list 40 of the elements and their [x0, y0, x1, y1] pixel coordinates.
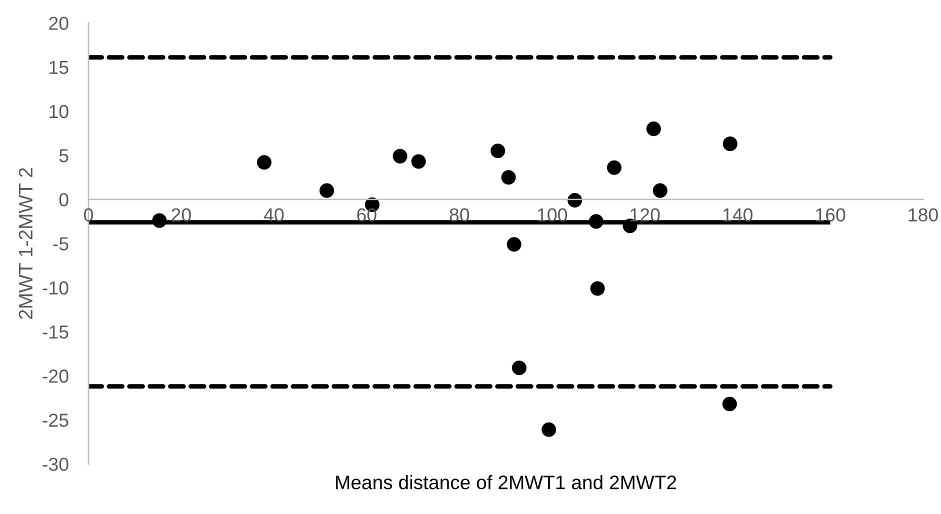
- point: [722, 396, 737, 412]
- point: [320, 183, 334, 198]
- point: [722, 136, 738, 152]
- x-tick-label: 80: [450, 208, 470, 222]
- x-tick-label: 180: [908, 208, 938, 222]
- x-tick-label: 160: [816, 208, 846, 222]
- point: [606, 160, 622, 175]
- x-tick-label: 0: [84, 208, 93, 222]
- point: [411, 154, 426, 169]
- x-tick-label: 40: [264, 208, 284, 222]
- y-tick-label: 5: [59, 149, 68, 162]
- point: [490, 144, 506, 158]
- y-tick-label: 15: [50, 60, 68, 74]
- x-tick-label: 120: [630, 208, 660, 222]
- point: [501, 170, 516, 185]
- y-tick-label: -25: [42, 414, 68, 427]
- point: [512, 360, 526, 376]
- x-tick-label: 140: [723, 208, 752, 222]
- x-tick-label: 60: [357, 208, 376, 222]
- point: [646, 122, 661, 136]
- x-tick-label: 20: [172, 208, 191, 222]
- point: [542, 422, 556, 437]
- x-axis-title: Means distance of 2MWT1 and 2MWT2: [336, 475, 676, 490]
- point: [590, 281, 605, 296]
- y-tick-label: 10: [50, 104, 68, 118]
- y-tick-label: -15: [42, 326, 68, 339]
- point: [652, 183, 668, 198]
- point: [152, 213, 167, 228]
- y-tick-label: 20: [49, 16, 68, 30]
- y-tick-label: -5: [53, 237, 68, 250]
- y-tick-label: -10: [42, 281, 68, 295]
- y-axis-title: 2MWT 1-2MWT 2: [18, 168, 32, 319]
- point: [506, 237, 522, 252]
- y-tick-label: 0: [59, 193, 68, 206]
- point: [588, 214, 604, 229]
- y-tick-label: -30: [42, 458, 68, 471]
- point: [256, 155, 272, 170]
- x-tick-label: 100: [538, 208, 568, 222]
- point: [392, 148, 408, 164]
- y-tick-label: -20: [42, 370, 68, 383]
